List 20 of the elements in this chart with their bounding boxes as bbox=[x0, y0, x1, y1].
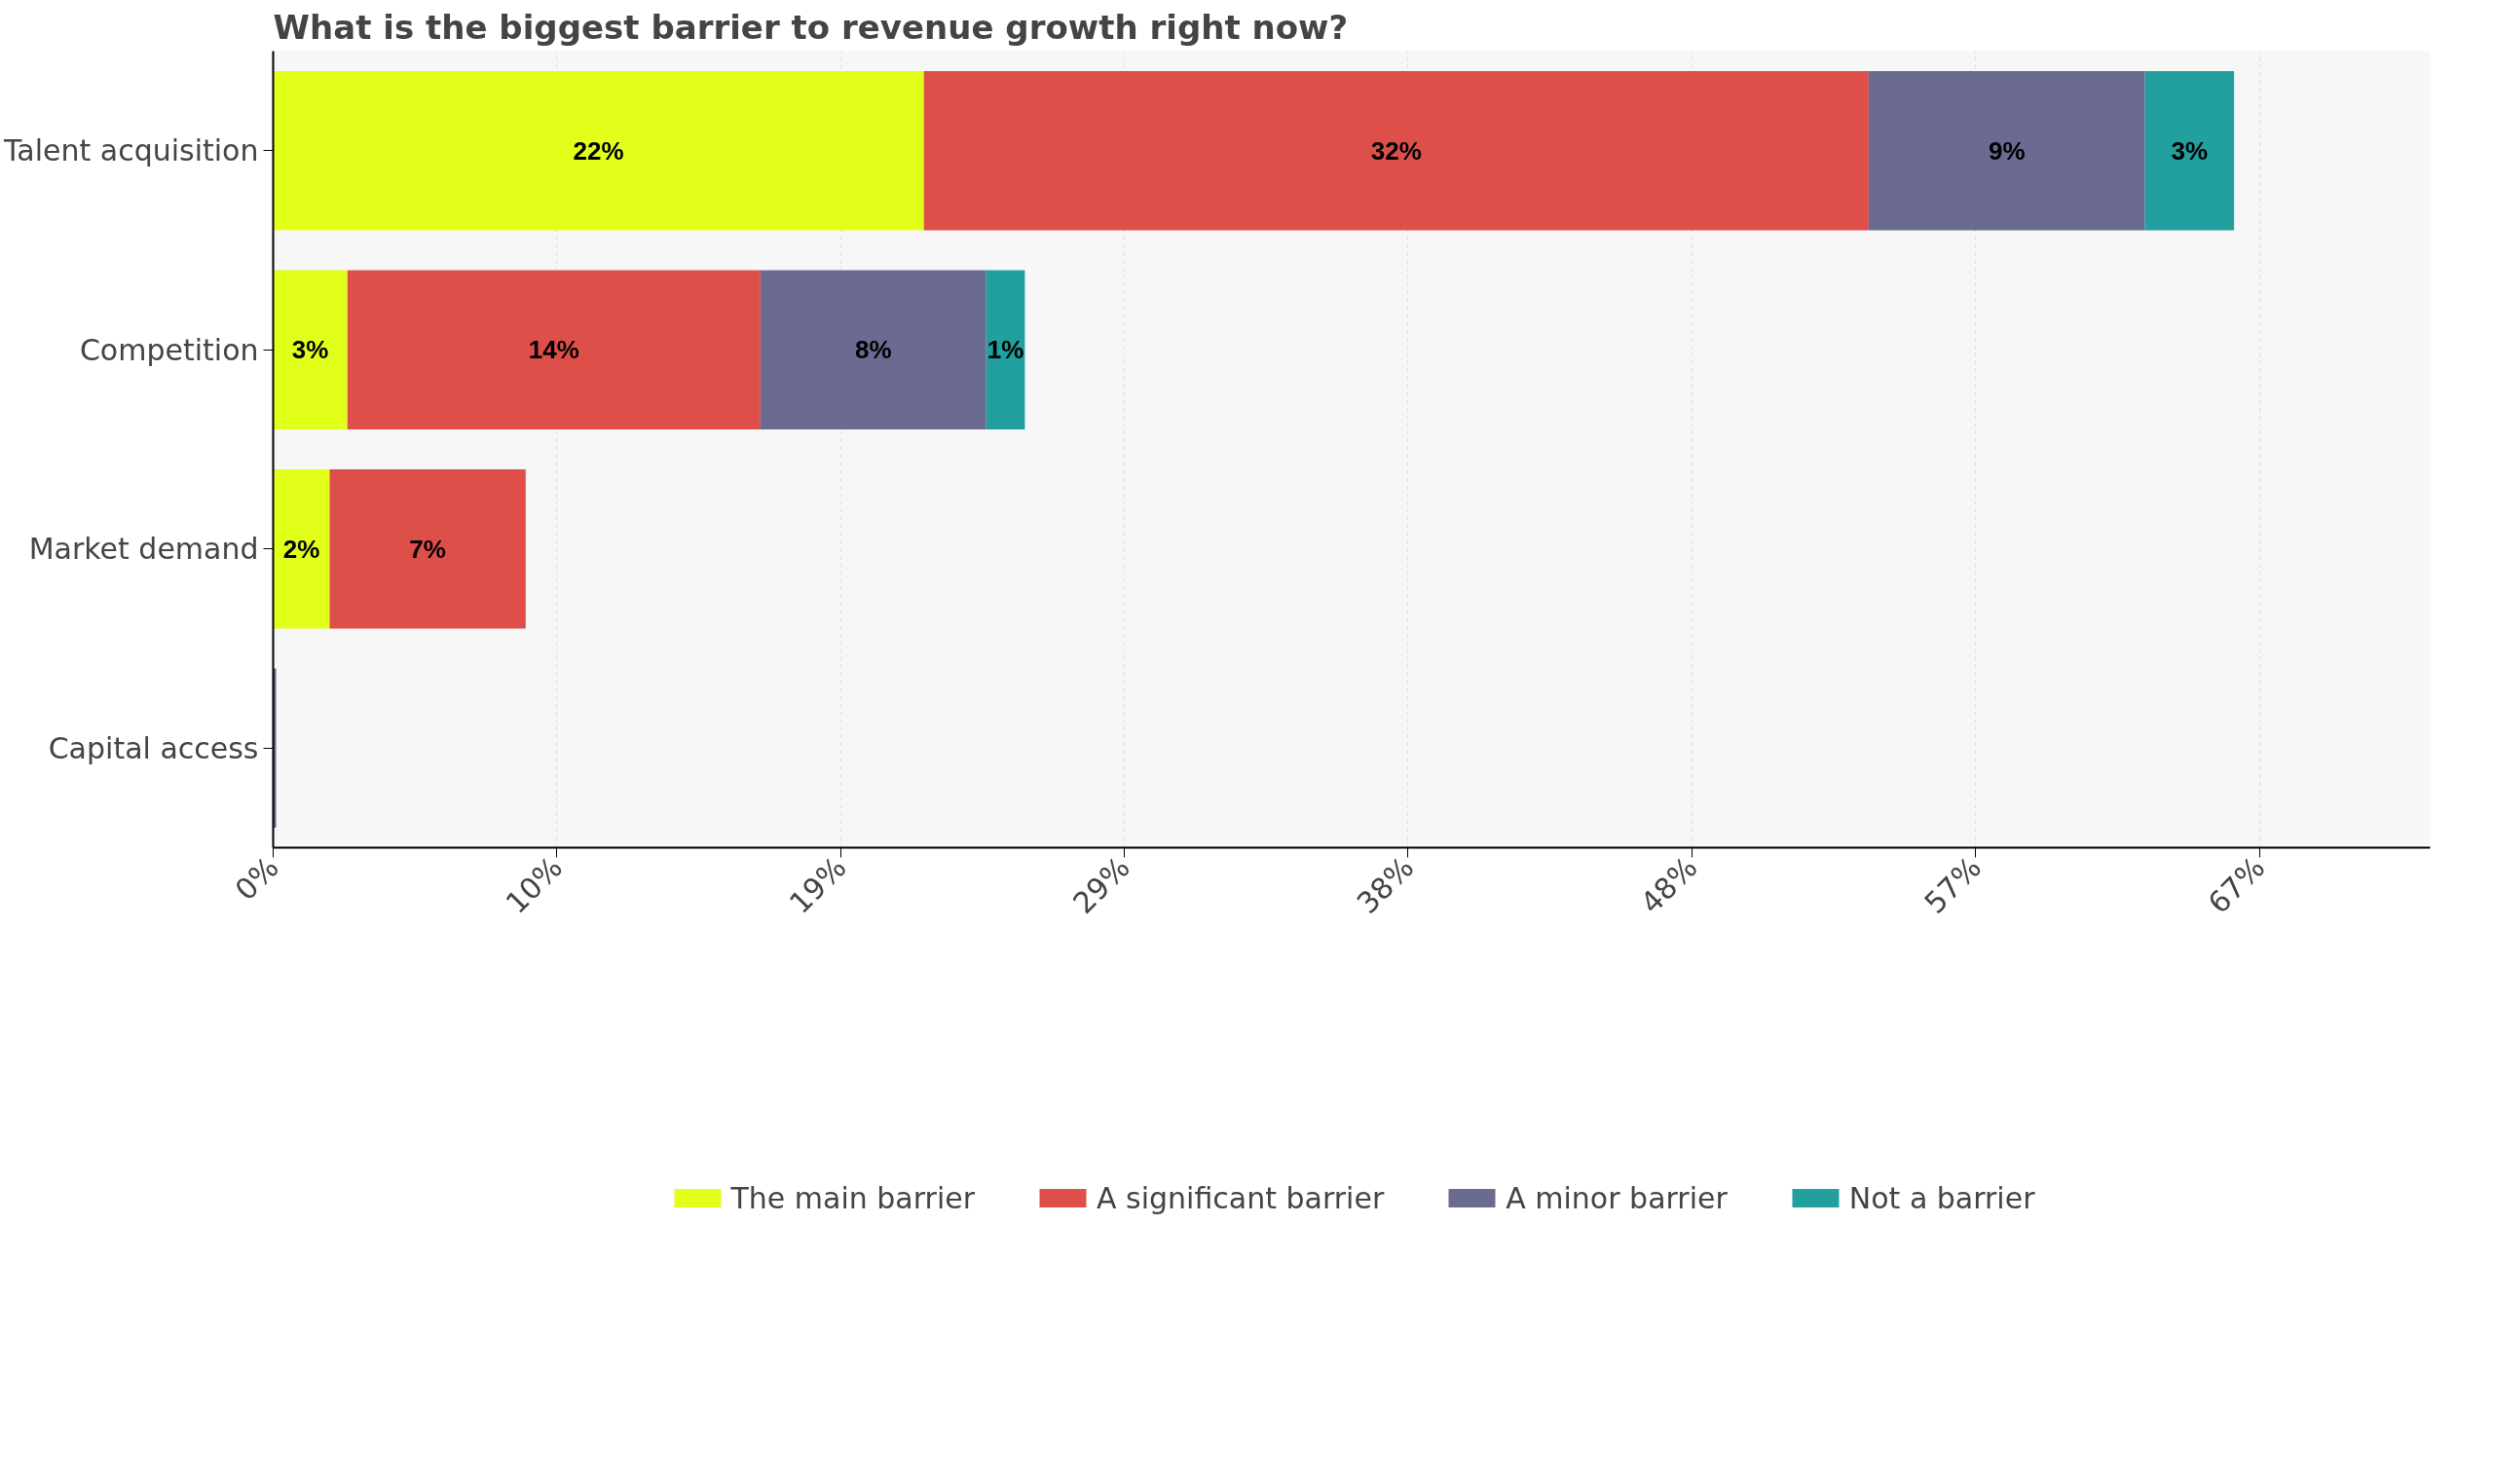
legend-label: A minor barrier bbox=[1506, 1180, 1728, 1215]
x-tick-label: 0% bbox=[228, 850, 285, 908]
data-label: 1% bbox=[986, 335, 1024, 365]
y-tick-label: Capital access bbox=[48, 730, 259, 765]
legend-label: Not a barrier bbox=[1848, 1180, 2035, 1215]
legend-label: A significant barrier bbox=[1097, 1180, 1385, 1215]
y-tick-label: Market demand bbox=[28, 532, 259, 567]
data-label: 3% bbox=[2171, 135, 2209, 166]
legend-label: The main barrier bbox=[730, 1180, 976, 1215]
y-tick-label: Competition bbox=[79, 332, 259, 367]
data-label: 7% bbox=[409, 534, 446, 564]
data-label: 14% bbox=[528, 335, 579, 365]
y-tick-label: Talent acquisition bbox=[2, 133, 259, 168]
data-label: 2% bbox=[282, 534, 320, 564]
chart-title: What is the biggest barrier to revenue growth right now? bbox=[273, 7, 1349, 47]
data-label: 3% bbox=[291, 335, 329, 365]
data-label: 22% bbox=[573, 135, 624, 166]
data-label: 9% bbox=[1988, 135, 2026, 166]
data-label: 8% bbox=[855, 335, 892, 365]
data-label: 32% bbox=[1370, 135, 1422, 166]
